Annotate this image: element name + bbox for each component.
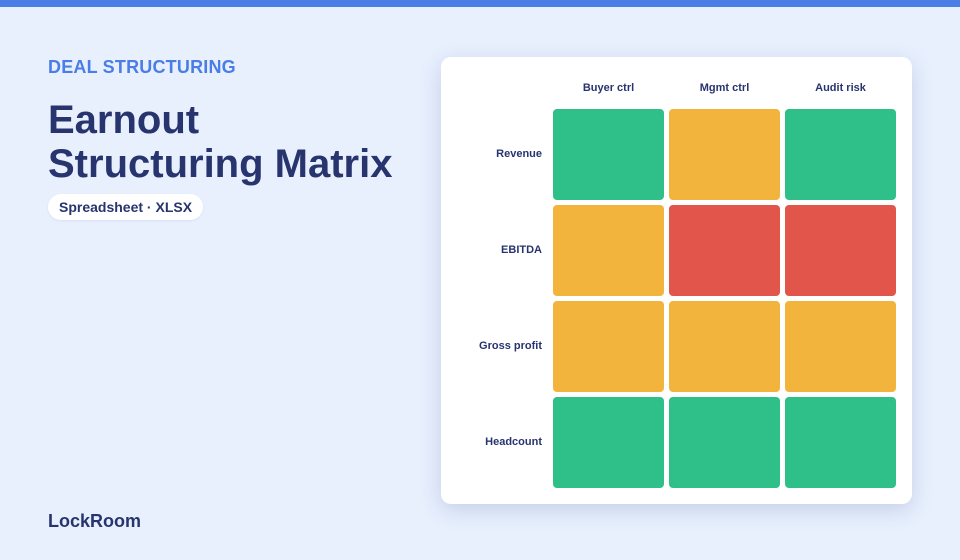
matrix-cell-red [669,205,780,296]
matrix-cell-green [669,397,780,488]
row-header-1: EBITDA [501,244,542,256]
title-line-1: Earnout [48,98,200,142]
column-header-1: Mgmt ctrl [699,82,750,94]
matrix-cell-amber [785,301,896,392]
matrix-cell-red [785,205,896,296]
matrix-cell-amber [669,301,780,392]
row-header-3: Headcount [485,436,542,448]
column-header-0: Buyer ctrl [582,82,635,94]
matrix-cell-green [553,397,664,488]
matrix-cell-green [553,109,664,200]
matrix-cell-amber [553,301,664,392]
eyebrow-label: DEAL STRUCTURING [48,57,236,77]
file-type-badge: Spreadsheet · XLSX [48,194,204,220]
top-accent-bar [0,0,960,7]
column-header-2: Audit risk [815,82,866,94]
row-header-2: Gross profit [479,340,542,352]
row-header-0: Revenue [496,148,542,160]
matrix-cell-green [785,109,896,200]
title-line-2: Structuring Matrix [48,142,393,186]
matrix-cell-amber [553,205,664,296]
brand-logo-text: LockRoom [48,511,142,531]
matrix-cell-green [785,397,896,488]
page-title: Earnout Structuring Matrix [48,98,428,186]
matrix-cell-amber [669,109,780,200]
